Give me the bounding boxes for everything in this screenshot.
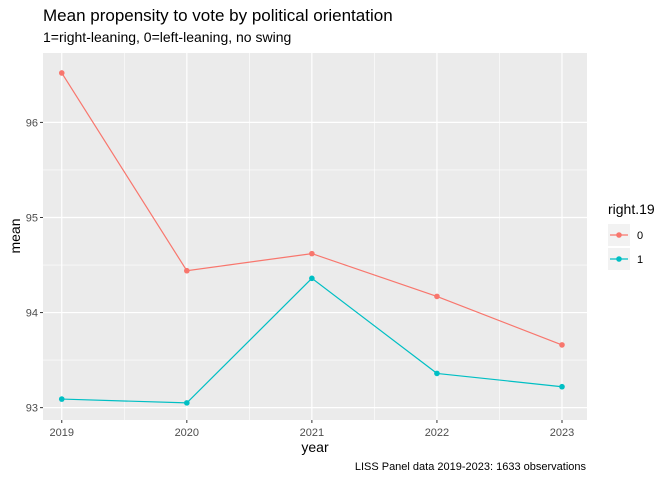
- legend-label: 0: [637, 230, 643, 242]
- legend-label: 1: [637, 254, 643, 266]
- chart-subtitle: 1=right-leaning, 0=left-leaning, no swin…: [43, 29, 291, 45]
- y-tick-label: 94: [26, 308, 38, 320]
- chart-title: Mean propensity to vote by political ori…: [43, 6, 393, 25]
- data-point: [559, 342, 565, 348]
- x-tick-label: 2020: [175, 427, 199, 439]
- data-point: [559, 383, 565, 390]
- x-axis-title: year: [301, 439, 329, 455]
- series-0: [58, 70, 565, 348]
- y-tick-label: 93: [26, 403, 38, 415]
- data-point: [434, 370, 440, 377]
- legend-key-point: [616, 256, 622, 262]
- x-tick-label: 2023: [550, 427, 574, 439]
- legend-item-0: 0: [608, 224, 643, 246]
- data-point: [434, 293, 440, 300]
- y-axis-title: mean: [7, 218, 23, 253]
- series-layer: [58, 70, 565, 406]
- grid-minor: [43, 53, 587, 420]
- chart-caption: LISS Panel data 2019-2023: 1633 observat…: [355, 461, 587, 473]
- data-point: [309, 250, 315, 257]
- y-axis: 93 94 95 96: [26, 117, 43, 415]
- y-tick-label: 96: [26, 117, 38, 129]
- x-axis: 2019 2020 2021 2022 2023: [50, 420, 574, 439]
- legend-item-1: 1: [608, 248, 643, 270]
- legend-key-point: [616, 232, 622, 238]
- data-point: [184, 267, 190, 274]
- series-1: [58, 275, 565, 406]
- data-point: [309, 275, 315, 282]
- legend: right.19 0 1: [608, 201, 655, 270]
- plot-panel: [43, 53, 587, 420]
- data-point: [184, 400, 190, 406]
- data-point: [58, 70, 65, 76]
- data-point: [58, 396, 65, 402]
- y-tick-label: 95: [26, 212, 38, 224]
- grid-major: [43, 53, 587, 420]
- legend-title: right.19: [608, 201, 655, 217]
- x-tick-label: 2019: [50, 427, 74, 439]
- x-tick-label: 2021: [300, 427, 324, 439]
- x-tick-label: 2022: [425, 427, 449, 439]
